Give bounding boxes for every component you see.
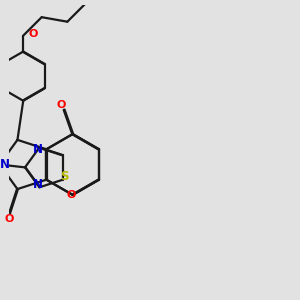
Text: N: N <box>33 143 43 156</box>
Text: S: S <box>60 170 69 183</box>
Text: O: O <box>56 100 66 110</box>
Text: O: O <box>67 190 76 200</box>
Text: O: O <box>28 29 38 39</box>
Text: N: N <box>33 178 43 191</box>
Text: O: O <box>5 214 14 224</box>
Text: N: N <box>0 158 10 171</box>
